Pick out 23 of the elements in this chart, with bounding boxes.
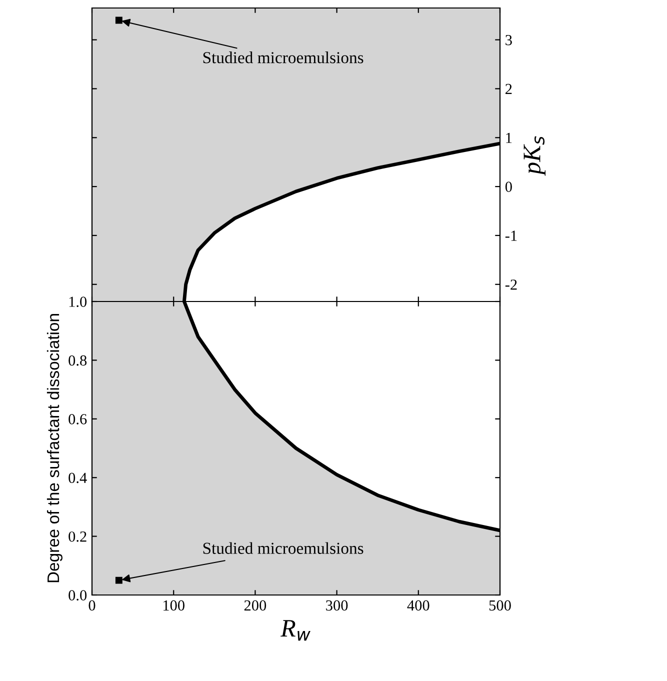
- x-tick-label: 300: [326, 600, 348, 611]
- y-tick-label: -2: [505, 280, 517, 290]
- y-tick-label: 0.4: [68, 472, 87, 484]
- annotation: Studied microemulsions: [203, 542, 364, 554]
- annotation: Studied microemulsions: [203, 52, 364, 64]
- x-tick-label: 400: [407, 600, 430, 611]
- x-tick-label: 200: [244, 600, 266, 611]
- y-tick-label: -1: [505, 230, 517, 241]
- y-tick-label: 2: [506, 84, 512, 94]
- x-tick-label: 100: [163, 600, 184, 611]
- x-tick-label: 500: [489, 600, 511, 611]
- y-tick-label: 1: [506, 132, 512, 143]
- x-tick-label: 0: [88, 600, 96, 611]
- y-axis-title: pK$_{s}$: [524, 136, 546, 176]
- y-tick-label: 1.0: [69, 296, 87, 308]
- y-tick-label: 3: [506, 34, 512, 46]
- y-axis-title: Degree of the surfactant dissociation: [46, 314, 62, 582]
- y-tick-label: 0.6: [68, 414, 87, 424]
- x-axis-title: R$_{w}$: [280, 620, 310, 641]
- y-tick-label: 0.0: [68, 590, 87, 601]
- y-tick-label: 0.8: [68, 355, 87, 366]
- y-tick-label: 0: [505, 182, 512, 192]
- y-tick-label: 0.2: [68, 531, 86, 542]
